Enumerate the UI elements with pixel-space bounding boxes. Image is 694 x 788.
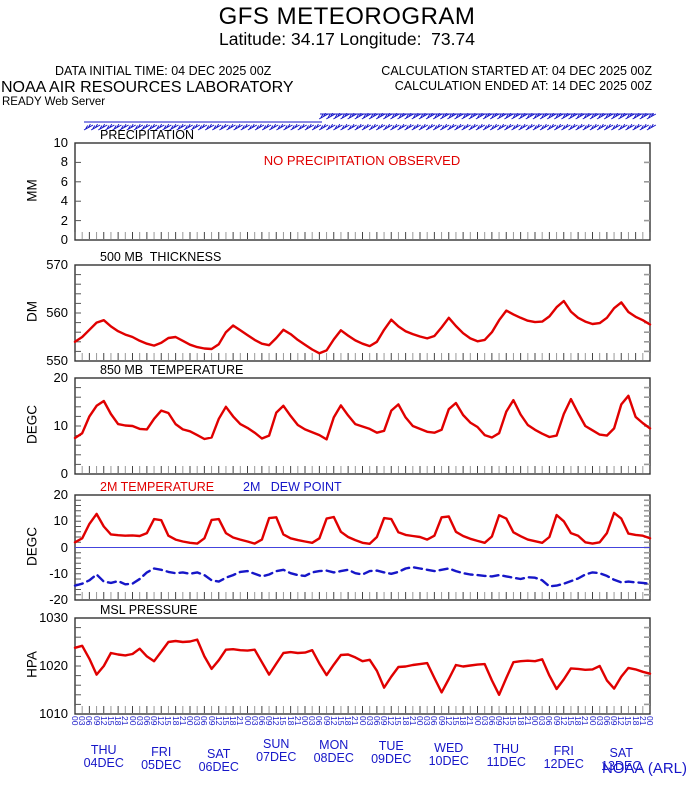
y-axis-unit: DEGC (24, 526, 40, 566)
day-date: 04DEC (83, 756, 124, 770)
day-name: FRI (553, 744, 574, 758)
y-tick-label: 6 (60, 173, 68, 189)
y-tick-label: 20 (53, 487, 68, 502)
day-name: SAT (609, 746, 633, 760)
day-name: SUN (263, 737, 290, 751)
day-label: MON 08DEC (299, 739, 369, 765)
panel-title-secondary: 2M DEW POINT (243, 480, 342, 494)
data-initial-time: DATA INITIAL TIME: 04 DEC 2025 00Z (55, 64, 272, 78)
y-tick-label: 10 (53, 513, 68, 529)
day-date: 13DEC (601, 759, 642, 773)
y-tick-label: -10 (49, 565, 68, 581)
day-name: SAT (207, 747, 231, 761)
y-axis-unit: MM (24, 178, 40, 202)
panel-title: PRECIPITATION (100, 128, 194, 142)
day-date: 09DEC (371, 752, 412, 766)
panel-annotation: NO PRECIPITATION OBSERVED (263, 153, 461, 168)
org-name: NOAA AIR RESOURCES LABORATORY (1, 79, 294, 96)
day-name: THU (493, 742, 520, 756)
calc-started: CALCULATION STARTED AT: 04 DEC 2025 00Z (381, 64, 652, 78)
noaa-arl-credit: NOAA (ARL) (601, 760, 687, 777)
y-tick-label: 1010 (39, 706, 68, 721)
y-tick-label: 0 (60, 539, 68, 555)
day-date: 08DEC (313, 751, 354, 765)
y-tick-label: 20 (53, 370, 68, 385)
y-tick-label: 10 (53, 418, 68, 433)
day-date: 07DEC (256, 750, 297, 764)
day-date: 06DEC (198, 760, 239, 774)
panel-title: 850 MB TEMPERATURE (100, 363, 244, 377)
page-subtitle: Latitude: 34.17 Longitude: 73.74 (219, 29, 475, 49)
y-tick-label: -20 (49, 592, 68, 607)
page-title: GFS METEOROGRAM (218, 3, 476, 30)
y-tick-label: 0 (60, 232, 68, 247)
day-date: 11DEC (486, 755, 526, 769)
y-tick-label: 1030 (39, 610, 68, 625)
panel-title: 2M TEMPERATURE (100, 480, 215, 494)
day-label: FRI 12DEC (529, 745, 599, 771)
y-tick-label: 2 (60, 212, 68, 228)
day-label: THU 11DEC (471, 743, 541, 769)
panel-title: MSL PRESSURE (100, 603, 198, 617)
y-axis-unit: HPA (24, 651, 40, 678)
y-tick-label: 8 (60, 154, 68, 170)
day-date: 05DEC (141, 758, 182, 772)
calc-ended: CALCULATION ENDED AT: 14 DEC 2025 00Z (394, 79, 652, 93)
y-tick-label: 0 (60, 466, 68, 481)
y-tick-label: 4 (60, 193, 68, 209)
day-label: SAT 06DEC (184, 748, 254, 774)
day-date: 12DEC (543, 757, 584, 771)
hour-tick-label: 00 (645, 716, 655, 726)
day-label: SAT 13DEC (586, 747, 656, 773)
day-label: THU 04DEC (69, 744, 139, 770)
day-name: WED (434, 741, 464, 755)
y-tick-label: 10 (53, 135, 68, 150)
day-label: SUN 07DEC (241, 738, 311, 764)
y-tick-label: 560 (46, 305, 68, 320)
day-label: TUE 09DEC (356, 740, 426, 766)
day-label: FRI 05DEC (126, 746, 196, 772)
day-name: TUE (378, 739, 404, 753)
day-name: THU (90, 743, 117, 757)
y-tick-label: 570 (46, 257, 68, 272)
day-name: MON (319, 738, 349, 752)
day-name: FRI (151, 745, 172, 759)
y-tick-label: 1020 (39, 658, 68, 673)
day-label: WED 10DEC (414, 742, 484, 768)
ready-server-label: READY Web Server (2, 96, 106, 108)
y-axis-unit: DM (24, 301, 40, 322)
y-tick-label: 550 (46, 353, 68, 368)
panel-title: 500 MB THICKNESS (100, 250, 222, 264)
day-date: 10DEC (428, 754, 469, 768)
y-axis-unit: DEGC (24, 405, 40, 445)
